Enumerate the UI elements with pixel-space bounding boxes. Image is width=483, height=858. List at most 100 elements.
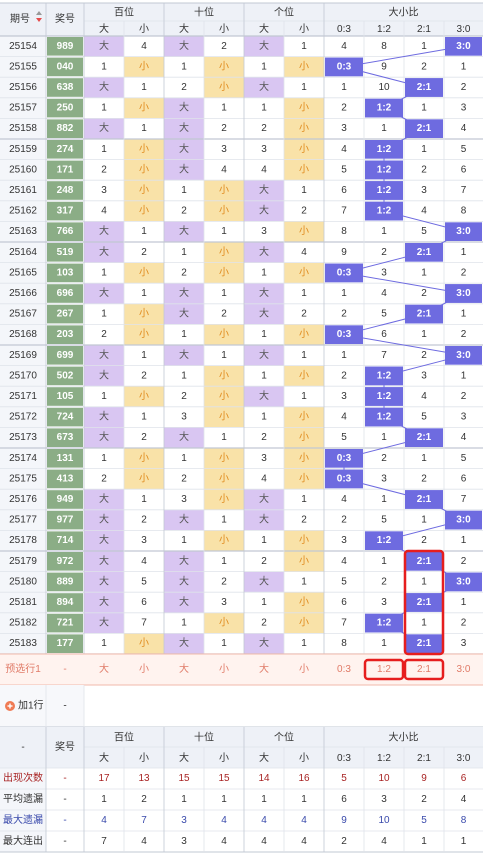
forecast-option[interactable]: 1:2 — [377, 664, 391, 675]
ratio-miss-count: 2 — [421, 288, 427, 299]
small-miss-count: 3 — [221, 144, 227, 155]
prize-number: 248 — [57, 185, 74, 196]
prize-number: 267 — [57, 309, 74, 320]
small-hit-mark: 小 — [219, 534, 229, 546]
add-row-label[interactable]: 加1行 — [18, 699, 44, 712]
issue-number: 25155 — [9, 61, 37, 72]
ratio-column-header: 0:3 — [337, 24, 351, 35]
big-hit-mark: 大 — [259, 80, 269, 93]
big-miss-count: 1 — [101, 453, 107, 464]
prize-cell-bg — [47, 387, 83, 406]
issue-number: 25164 — [9, 247, 37, 258]
stat-value: 1 — [181, 794, 187, 805]
forecast-option[interactable]: 小 — [299, 663, 309, 675]
ratio-hit-cell — [405, 78, 443, 97]
big-hit-mark: 大 — [99, 533, 109, 546]
forecast-option[interactable]: 大 — [99, 662, 109, 675]
issue-cell-bg — [0, 551, 46, 572]
ratio-miss-count: 2 — [461, 82, 467, 93]
big-hit-cell — [244, 489, 284, 510]
big-miss-count: 2 — [101, 164, 107, 175]
small-miss-count: 2 — [141, 432, 147, 443]
big-miss-count: 4 — [261, 473, 267, 484]
big-miss-count: 2 — [261, 556, 267, 567]
stat-value: 5 — [341, 773, 347, 784]
subcolumn-header: 小 — [219, 23, 229, 35]
prize-number: 177 — [57, 638, 74, 649]
small-hit-mark: 小 — [299, 102, 309, 114]
small-hit-mark: 小 — [299, 534, 309, 546]
big-miss-count: 4 — [101, 206, 107, 217]
small-hit-mark: 小 — [139, 308, 149, 320]
issue-cell-bg — [0, 180, 46, 201]
forecast-option[interactable]: 大 — [179, 662, 189, 675]
big-hit-cell — [84, 221, 124, 242]
small-miss-count: 1 — [301, 82, 307, 93]
small-miss-count: 2 — [301, 515, 307, 526]
ratio-miss-count: 3 — [461, 103, 467, 114]
ratio-miss-count: 1 — [381, 556, 387, 567]
ratio-hit-label: 1:2 — [377, 535, 392, 546]
ratio-miss-count: 7 — [381, 350, 387, 361]
forecast-option[interactable]: 3:0 — [457, 664, 471, 675]
stat-value: 4 — [101, 815, 107, 826]
big-hit-mark: 大 — [179, 142, 189, 155]
footer-subcolumn-header: 2:1 — [417, 753, 431, 764]
ratio-miss-count: 1 — [461, 61, 467, 72]
ratio-miss-count: 1 — [421, 267, 427, 278]
small-hit-mark: 小 — [219, 246, 229, 258]
big-hit-cell — [84, 118, 124, 139]
small-hit-cell — [124, 468, 164, 490]
footer-prize-header: 奖号 — [55, 740, 75, 753]
issue-number: 25174 — [9, 453, 37, 464]
prize-number: 171 — [57, 164, 74, 175]
stat-value: 4 — [301, 836, 307, 847]
ratio-miss-count: 1 — [461, 535, 467, 546]
add-row-button[interactable]: 加1行 — [5, 699, 44, 712]
small-hit-cell — [124, 262, 164, 284]
big-hit-mark: 大 — [99, 368, 109, 381]
ratio-miss-count: 1 — [421, 41, 427, 52]
small-miss-count: 1 — [301, 288, 307, 299]
issue-number: 25157 — [9, 103, 37, 114]
stat-value: 14 — [258, 773, 270, 784]
issue-cell-bg — [0, 345, 46, 366]
issue-number: 25181 — [9, 597, 37, 608]
ratio-hit-label: 2:1 — [417, 597, 432, 608]
big-hit-mark: 大 — [259, 204, 269, 217]
small-miss-count: 3 — [221, 597, 227, 608]
prize-number: 040 — [57, 61, 74, 72]
small-miss-count: 4 — [141, 556, 147, 567]
small-miss-count: 7 — [141, 618, 147, 629]
forecast-option[interactable]: 2:1 — [417, 664, 431, 675]
issue-cell-bg — [0, 468, 46, 490]
forecast-option[interactable]: 大 — [259, 662, 269, 675]
ratio-miss-count: 2 — [421, 61, 427, 72]
small-hit-cell — [204, 77, 244, 98]
big-miss-count: 2 — [261, 123, 267, 134]
table-row: 25173 673 大 2 大 1 2 小 5 1 2:1 4 — [0, 427, 467, 448]
forecast-option[interactable]: 小 — [219, 663, 229, 675]
prize-number: 203 — [57, 329, 74, 340]
ratio-miss-count: 2 — [421, 473, 427, 484]
forecast-option[interactable]: 小 — [139, 663, 149, 675]
small-miss-count: 1 — [221, 103, 227, 114]
stat-label-bg — [0, 768, 46, 789]
small-hit-cell — [204, 406, 244, 428]
ratio-miss-count: 3 — [341, 535, 347, 546]
issue-cell-bg — [0, 56, 46, 78]
ratio-miss-count: 1 — [381, 226, 387, 237]
forecast-option[interactable]: 0:3 — [337, 664, 351, 675]
ratio-hit-label: 3:0 — [456, 576, 471, 587]
forecast-row[interactable]: 预选行1 - 大 小 大 小 大 小 0:3 1:2 2:1 3:0 — [0, 653, 483, 686]
ratio-miss-count: 1 — [341, 350, 347, 361]
forecast-row-label: 预选行1 — [5, 662, 41, 675]
big-hit-cell — [164, 592, 204, 613]
big-hit-cell — [244, 180, 284, 201]
big-hit-cell — [84, 406, 124, 428]
group-header: 大小比 — [389, 6, 419, 19]
big-hit-cell — [244, 283, 284, 304]
ratio-miss-count: 1 — [381, 638, 387, 649]
forecast-background — [0, 654, 483, 685]
big-hit-cell — [84, 592, 124, 613]
